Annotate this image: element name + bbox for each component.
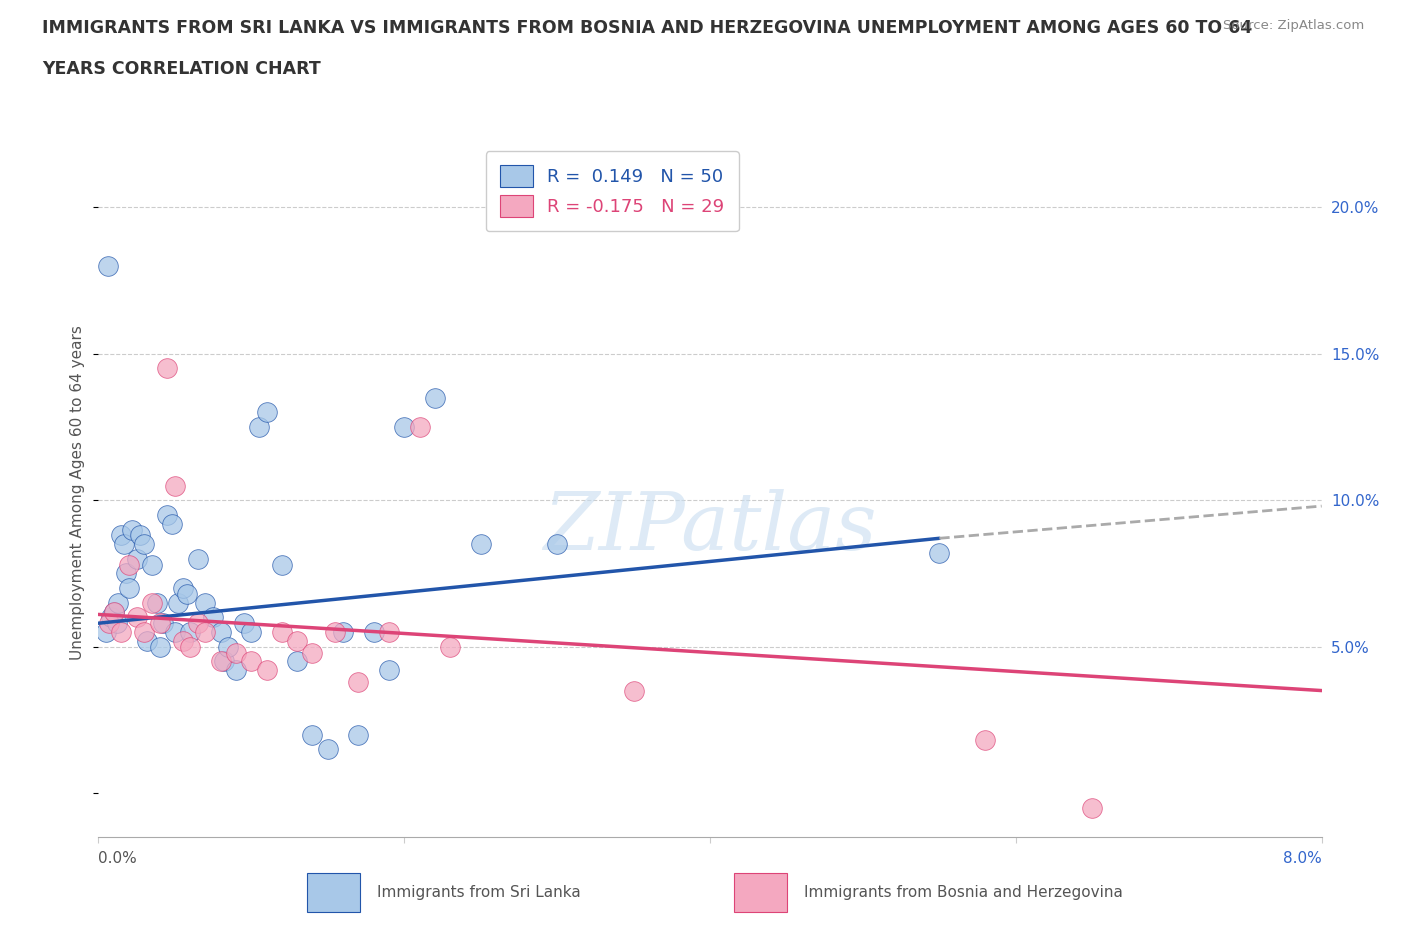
Point [172,580,194,595]
Point [110,625,132,640]
Point [623,684,645,698]
Point [408,419,430,434]
Point [378,663,401,678]
Point [546,537,568,551]
Point [285,654,308,669]
Point [347,727,370,742]
Point [187,551,209,566]
Point [347,674,370,689]
Point [270,557,294,572]
Point [134,625,156,640]
Text: Immigrants from Sri Lanka: Immigrants from Sri Lanka [377,885,581,900]
Point [172,633,194,648]
Point [225,663,247,678]
Point [332,625,354,640]
Point [141,595,163,610]
Point [167,595,190,610]
Point [125,551,148,566]
Point [145,595,167,610]
Point [149,616,172,631]
Point [225,645,247,660]
Point [256,405,278,419]
Point [134,537,156,551]
Point [105,616,128,631]
Point [187,616,209,631]
Point [363,625,385,640]
Point [256,663,278,678]
Y-axis label: Unemployment Among Ages 60 to 64 years: Unemployment Among Ages 60 to 64 years [70,326,86,660]
Point [928,546,950,561]
Text: IMMIGRANTS FROM SRI LANKA VS IMMIGRANTS FROM BOSNIA AND HERZEGOVINA UNEMPLOYMENT: IMMIGRANTS FROM SRI LANKA VS IMMIGRANTS … [42,19,1253,36]
Point [423,391,446,405]
Point [136,633,159,648]
Point [107,595,129,610]
Point [94,625,117,640]
Point [125,610,148,625]
Point [141,557,163,572]
Point [160,516,183,531]
Point [176,587,198,602]
Text: 0.0%: 0.0% [98,851,138,866]
Point [98,616,121,631]
Point [270,625,294,640]
Point [1081,801,1104,816]
Legend: R =  0.149   N = 50, R = -0.175   N = 29: R = 0.149 N = 50, R = -0.175 N = 29 [485,151,738,232]
Point [103,604,125,619]
Point [439,639,461,654]
Point [121,522,143,537]
Point [163,478,186,493]
Point [115,566,138,581]
Point [974,733,997,748]
Point [301,727,323,742]
Point [247,419,270,434]
Point [152,616,174,631]
Point [240,625,263,640]
Point [209,625,232,640]
Point [285,633,308,648]
Point [97,259,120,273]
Text: 8.0%: 8.0% [1282,851,1322,866]
Point [100,610,122,625]
Point [209,654,232,669]
Point [325,625,347,640]
Point [392,419,416,434]
Point [118,580,141,595]
Point [194,625,217,640]
Point [149,639,172,654]
Text: YEARS CORRELATION CHART: YEARS CORRELATION CHART [42,60,321,78]
Point [470,537,492,551]
Point [163,625,186,640]
Text: Immigrants from Bosnia and Herzegovina: Immigrants from Bosnia and Herzegovina [804,885,1123,900]
Point [212,654,235,669]
Point [112,537,135,551]
Point [240,654,263,669]
Point [118,557,141,572]
Point [156,361,179,376]
Point [202,610,225,625]
Point [103,604,125,619]
Point [194,595,217,610]
Point [128,528,150,543]
Text: ZIPatlas: ZIPatlas [543,488,877,566]
Point [316,742,339,757]
Point [156,508,179,523]
Point [378,625,401,640]
Bar [308,873,360,912]
Point [217,639,239,654]
Point [232,616,254,631]
Point [179,639,201,654]
Bar [734,873,787,912]
Point [110,528,132,543]
Text: Source: ZipAtlas.com: Source: ZipAtlas.com [1223,19,1364,32]
Point [301,645,323,660]
Point [179,625,201,640]
